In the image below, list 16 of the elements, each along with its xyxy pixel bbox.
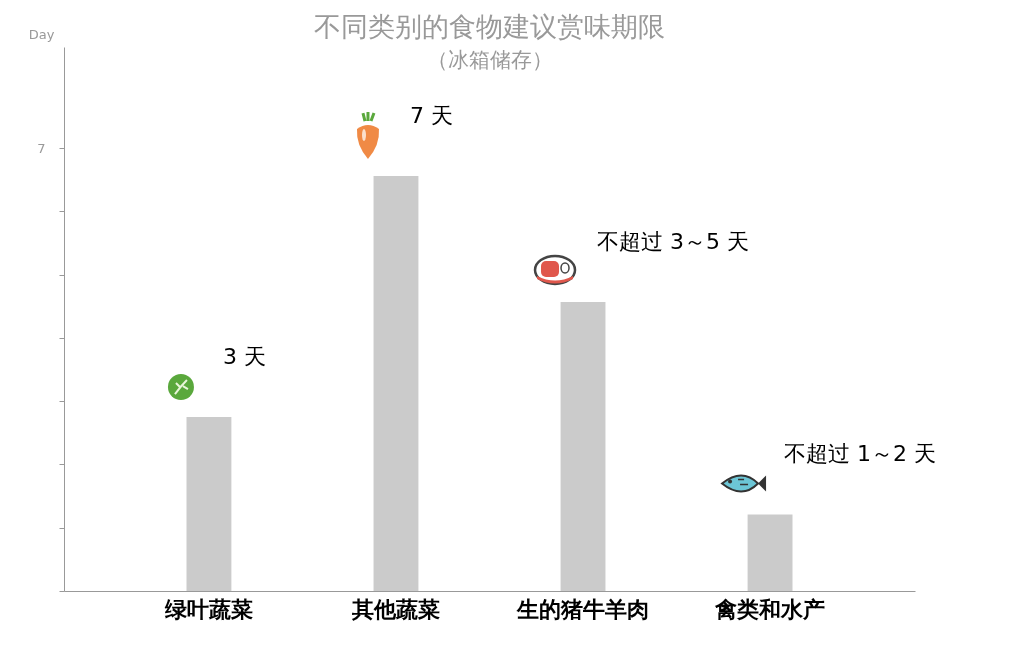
annotation: 不超过 1～2 天 bbox=[784, 441, 937, 467]
bar bbox=[373, 176, 419, 591]
bar bbox=[186, 417, 232, 591]
annotation: 不超过 3～5 天 bbox=[597, 228, 749, 254]
bar bbox=[747, 514, 793, 591]
y-tick-label: 7 bbox=[37, 140, 46, 156]
chart-title: 不同类别的食物建议赏味期限 bbox=[314, 11, 665, 42]
y-axis-title: Day bbox=[28, 26, 55, 42]
x-tick-label: 绿叶蔬菜 bbox=[163, 596, 253, 622]
chart-subtitle: （冰箱储存） bbox=[426, 48, 553, 72]
annotation: 7 天 bbox=[409, 103, 453, 129]
x-tick-label: 其他蔬菜 bbox=[350, 596, 440, 622]
x-tick-label: 禽类和水产 bbox=[714, 596, 826, 622]
annotation: 3 天 bbox=[222, 344, 266, 370]
x-tick-label: 生的猪牛羊肉 bbox=[516, 596, 650, 622]
bar bbox=[560, 301, 606, 591]
